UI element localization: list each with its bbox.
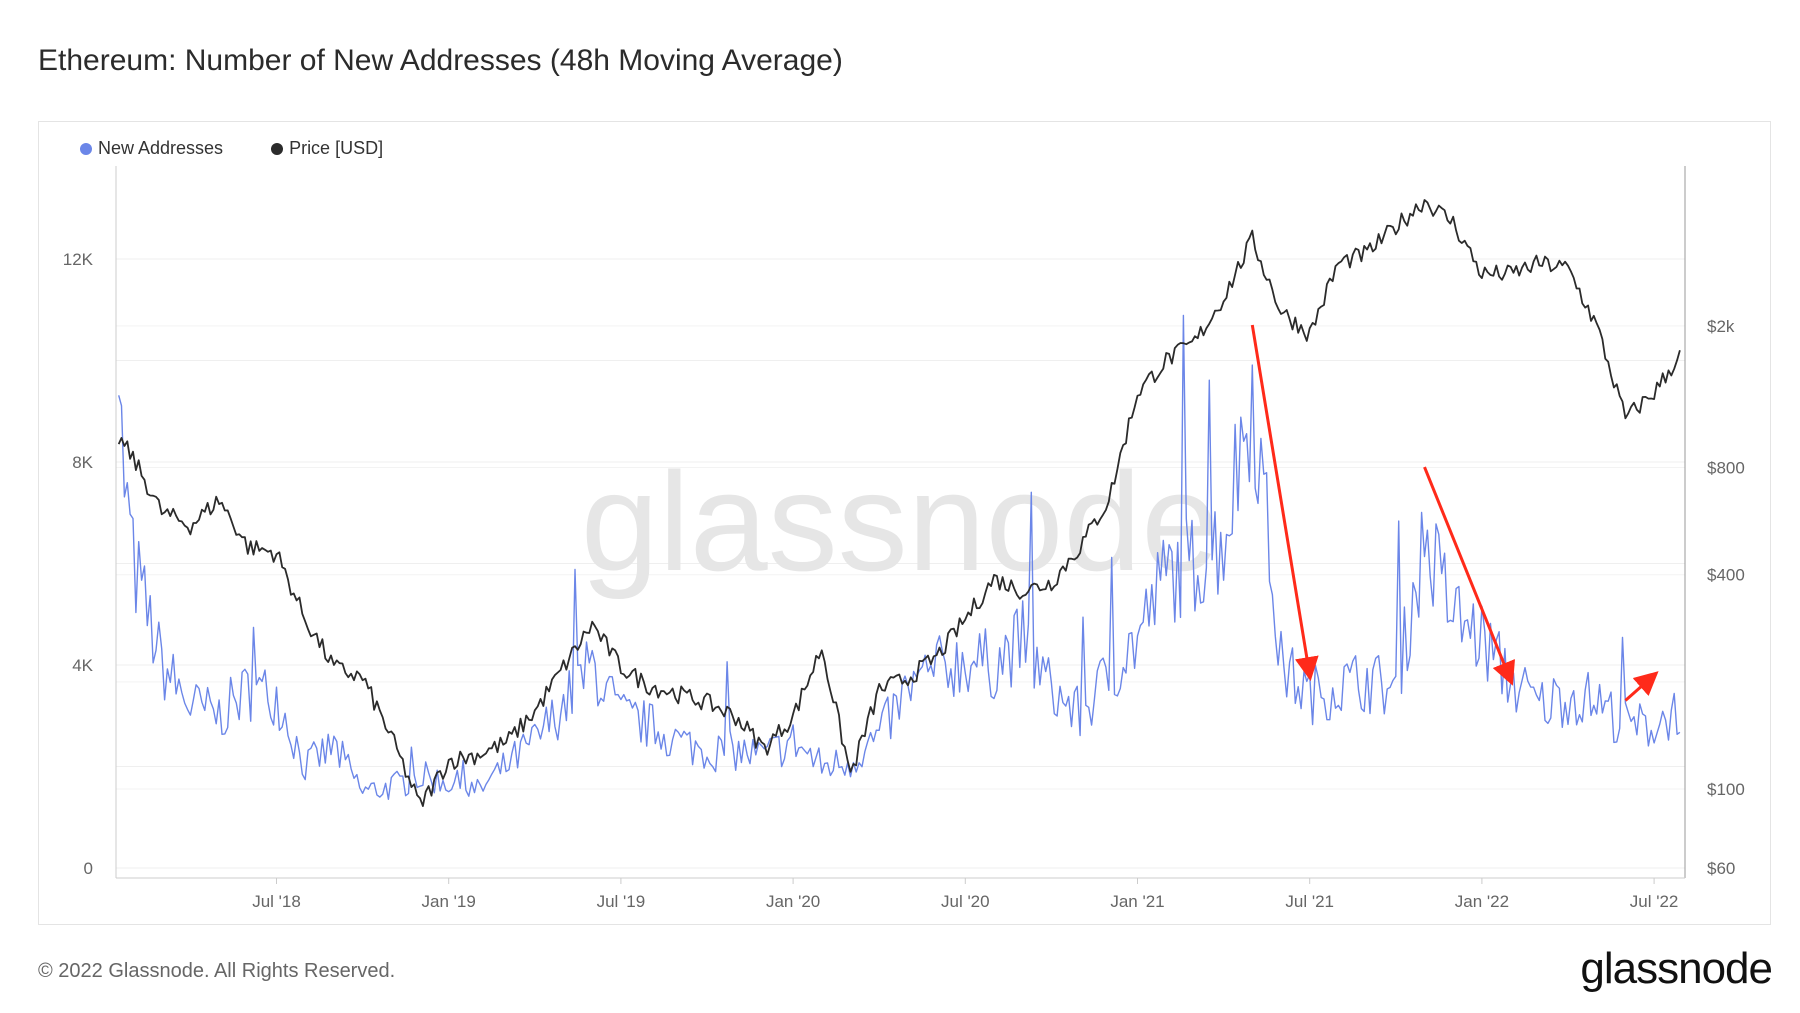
annotation-arrow: [1423, 466, 1515, 686]
x-tick-label: Jan '22: [1455, 892, 1509, 911]
x-tick-label: Jul '19: [597, 892, 646, 911]
glassnode-logo[interactable]: glassnode: [1580, 944, 1773, 993]
annotation-arrow: [1624, 671, 1659, 702]
y-right-tick-label: $800: [1707, 459, 1745, 478]
legend: New Addresses Price [USD]: [80, 138, 383, 159]
y-left-tick-label: 12K: [63, 250, 94, 269]
y-right-tick-label: $60: [1707, 859, 1735, 878]
y-left-tick-label: 0: [84, 859, 93, 878]
y-left-tick-label: 4K: [72, 656, 93, 675]
copyright: © 2022 Glassnode. All Rights Reserved.: [38, 960, 396, 982]
y-left-tick-label: 8K: [72, 453, 93, 472]
chart-panel: [38, 121, 1771, 925]
x-tick-label: Jul '22: [1630, 892, 1679, 911]
legend-dot-blue-icon: [80, 142, 92, 155]
legend-label: Price [USD]: [289, 138, 384, 158]
new-addresses-line: [118, 314, 1681, 800]
annotation-arrow: [1250, 324, 1319, 682]
y-right-tick-label: $400: [1707, 566, 1745, 585]
legend-dot-black-icon: [271, 142, 284, 155]
y-right-tick-label: $2k: [1707, 317, 1735, 336]
y-right-tick-label: $100: [1707, 780, 1745, 799]
chart-title: Ethereum: Number of New Addresses (48h M…: [38, 44, 843, 77]
x-tick-label: Jul '18: [252, 892, 301, 911]
legend-label: New Addresses: [98, 138, 224, 158]
x-tick-label: Jan '21: [1110, 892, 1164, 911]
x-tick-label: Jan '20: [766, 892, 820, 911]
x-tick-label: Jul '21: [1285, 892, 1334, 911]
x-tick-label: Jul '20: [941, 892, 990, 911]
watermark: glassnode: [581, 443, 1219, 600]
legend-price[interactable]: Price [USD]: [271, 138, 383, 159]
x-tick-label: Jan '19: [422, 892, 476, 911]
legend-new-addresses[interactable]: New Addresses: [80, 138, 223, 159]
price-line: [117, 199, 1681, 807]
